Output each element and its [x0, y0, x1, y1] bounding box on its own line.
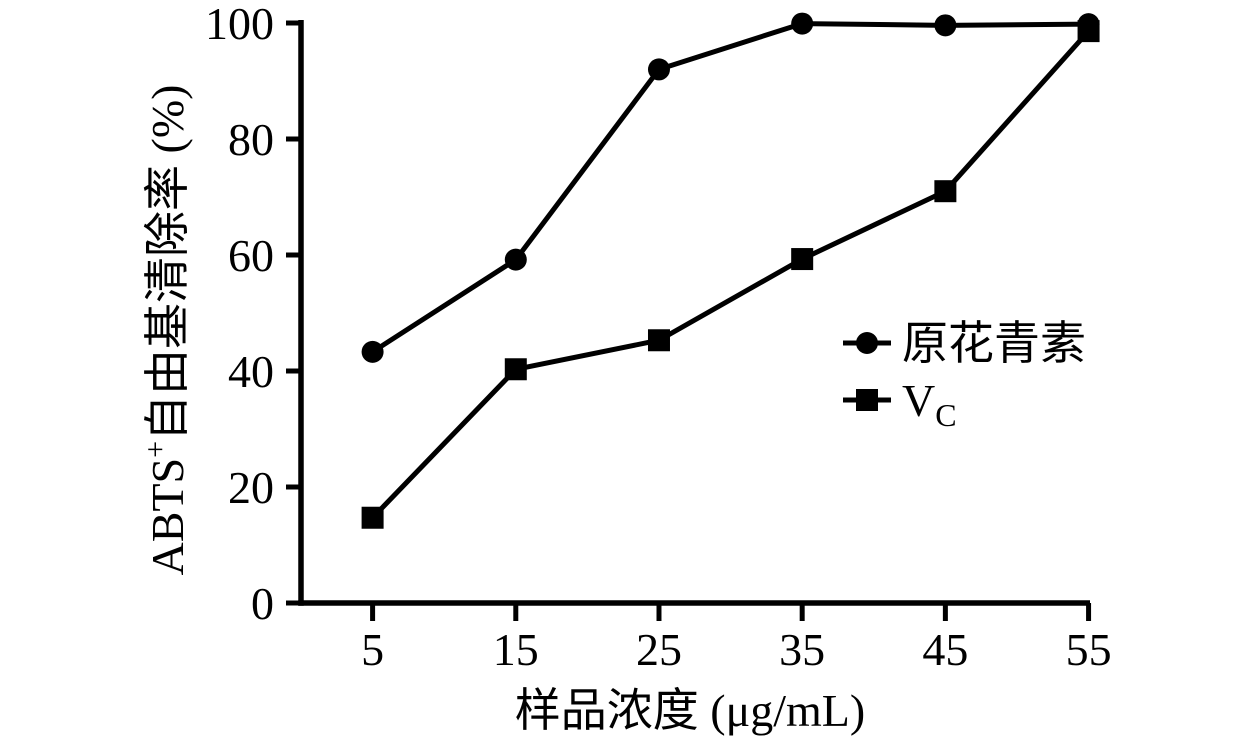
- series-vc-point: [647, 329, 670, 352]
- legend-proanthocyanidins-label-base: 原花青素: [902, 318, 1086, 369]
- y-axis-label-part-1: ABTS: [142, 458, 193, 576]
- x-tick-label: 45: [922, 624, 968, 675]
- legend-proanthocyanidins-marker: [856, 332, 878, 354]
- legend-vc-marker: [856, 389, 878, 411]
- legend-vc-label: VC: [902, 375, 957, 433]
- series-vc-point: [791, 248, 814, 271]
- x-tick-label: 55: [1066, 624, 1112, 675]
- y-tick-label: 0: [251, 578, 274, 629]
- y-tick-label: 40: [228, 346, 274, 397]
- series-group: [361, 12, 1100, 529]
- x-tick-label: 25: [636, 624, 682, 675]
- x-axis-label: 样品浓度 (μg/mL): [515, 685, 865, 736]
- series-proanthocyanidins-line: [371, 21, 1089, 354]
- series-proanthocyanidins-point: [1077, 13, 1100, 36]
- series-proanthocyanidins-point: [647, 58, 670, 81]
- x-tick-label: 5: [361, 624, 384, 675]
- series-proanthocyanidins-point: [361, 340, 384, 363]
- x-tick-label: 35: [779, 624, 825, 675]
- series-vc-line: [370, 29, 1091, 520]
- series-vc-point: [504, 358, 527, 381]
- y-axis-label-part-3: 自由基清除率 (%): [142, 85, 193, 441]
- series-proanthocyanidins-point: [504, 248, 527, 271]
- x-tick-label: 15: [493, 624, 539, 675]
- series-vc-point: [934, 180, 957, 203]
- y-tick-label: 60: [228, 230, 274, 281]
- axis-labels-group: 样品浓度 (μg/mL) ABTS+自由基清除率 (%): [139, 85, 865, 736]
- y-axis-label-part-2: +: [139, 441, 172, 458]
- y-tick-label: 20: [228, 462, 274, 513]
- legend-vc-label-subscript: C: [935, 397, 956, 433]
- series-proanthocyanidins-point: [934, 14, 957, 37]
- legend-proanthocyanidins-label: 原花青素: [902, 318, 1086, 369]
- legend-vc-label-base: V: [902, 375, 935, 426]
- legend-group: 原花青素 VC: [843, 318, 1086, 433]
- series-proanthocyanidins-point: [791, 12, 814, 35]
- series-vc-point: [361, 506, 384, 529]
- y-tick-label: 100: [205, 0, 274, 49]
- axes-group: 0 20 40 60 80 100 5 15 25 35 45 55: [205, 0, 1112, 675]
- y-tick-label: 80: [228, 114, 274, 165]
- y-axis-label: ABTS+自由基清除率 (%): [139, 85, 193, 576]
